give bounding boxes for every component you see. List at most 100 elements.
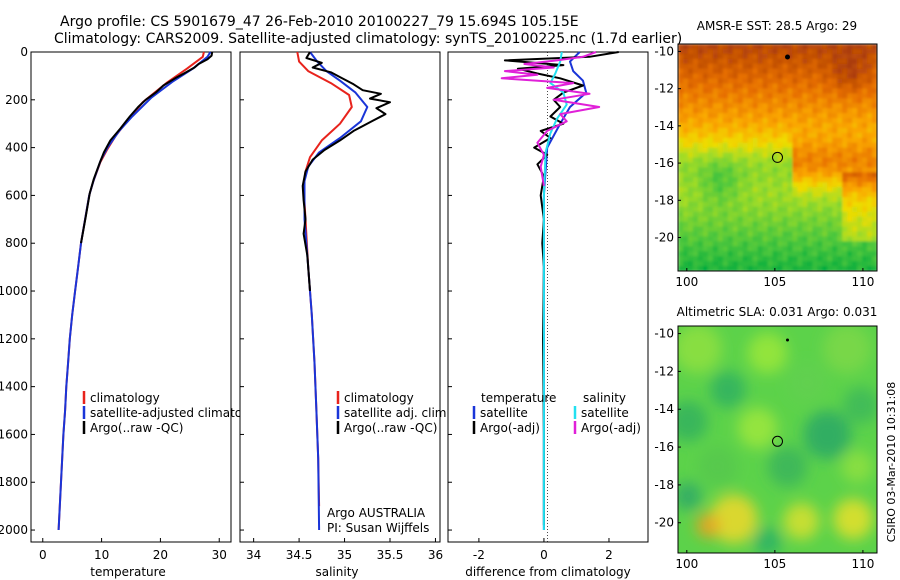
heatmap-cell: [847, 58, 853, 65]
heatmap-cell: [732, 241, 739, 247]
heatmap-cell: [817, 44, 823, 50]
heatmap-cell: [812, 83, 818, 90]
heatmap-cell: [782, 137, 789, 144]
heatmap-cell: [687, 53, 694, 60]
heatmap-cell: [847, 261, 853, 267]
heatmap-cell: [812, 162, 818, 168]
heatmap-cell: [757, 127, 764, 134]
heatmap-cell: [847, 142, 853, 149]
heatmap-cell: [678, 162, 684, 168]
heatmap-cell: [757, 187, 764, 193]
heatmap-cell: [822, 118, 828, 124]
heatmap-cell: [727, 167, 734, 173]
heatmap-cell: [752, 162, 759, 168]
heatmap-cell: [797, 221, 803, 228]
sla-anomaly-blob: [803, 410, 852, 460]
heatmap-cell: [722, 142, 729, 149]
y-tick-label: 1400: [0, 380, 28, 394]
heatmap-cell: [852, 266, 858, 271]
heatmap-cell: [777, 137, 784, 144]
heatmap-cell: [752, 201, 759, 208]
heatmap-cell: [872, 103, 877, 109]
heatmap-cell: [807, 206, 813, 213]
heatmap-cell: [772, 73, 779, 80]
heatmap-cell: [697, 256, 704, 262]
heatmap-cell: [872, 127, 877, 134]
heatmap-cell: [867, 236, 873, 242]
heatmap-cell: [777, 68, 784, 75]
heatmap-cell: [792, 78, 798, 85]
heatmap-cell: [867, 246, 873, 252]
heatmap-cell: [772, 48, 779, 55]
heatmap-cell: [692, 157, 699, 164]
heatmap-cell: [822, 108, 828, 114]
heatmap-cell: [847, 196, 853, 203]
heatmap-cell: [852, 251, 858, 257]
heatmap-cell: [872, 157, 877, 164]
heatmap-cell: [772, 231, 779, 238]
heatmap-cell: [862, 118, 868, 124]
heatmap-cell: [817, 147, 823, 154]
heatmap-cell: [712, 206, 719, 213]
heatmap-cell: [742, 246, 749, 252]
heatmap-cell: [827, 58, 833, 65]
heatmap-cell: [692, 236, 699, 242]
heatmap-cell: [847, 192, 853, 198]
heatmap-cell: [747, 157, 754, 164]
heatmap-cell: [842, 98, 848, 104]
heatmap-cell: [727, 162, 734, 168]
heatmap-cell: [717, 182, 724, 188]
heatmap-cell: [857, 167, 863, 173]
heatmap-cell: [817, 53, 823, 60]
heatmap-cell: [722, 251, 729, 257]
heatmap-cell: [787, 98, 794, 104]
heatmap-cell: [842, 137, 848, 144]
heatmap-cell: [707, 206, 714, 213]
heatmap-cell: [722, 216, 729, 223]
heatmap-cell: [772, 53, 779, 60]
heatmap-cell: [837, 132, 843, 139]
heatmap-cell: [792, 157, 798, 164]
heatmap-cell: [827, 157, 833, 164]
heatmap-cell: [797, 68, 803, 75]
heatmap-cell: [837, 127, 843, 134]
heatmap-cell: [812, 147, 818, 154]
heatmap-cell: [817, 142, 823, 149]
heatmap-cell: [732, 83, 739, 90]
heatmap-cell: [822, 48, 828, 55]
heatmap-cell: [757, 142, 764, 149]
heatmap-cell: [767, 216, 774, 223]
heatmap-cell: [792, 177, 798, 183]
heatmap-cell: [807, 211, 813, 218]
heatmap-cell: [762, 201, 769, 208]
heatmap-cell: [727, 147, 734, 154]
heatmap-cell: [822, 142, 828, 149]
heatmap-cell: [787, 236, 794, 242]
heatmap-cell: [727, 118, 734, 124]
heatmap-cell: [867, 201, 873, 208]
legend-label-sal-argo: Argo(-adj): [581, 421, 641, 435]
heatmap-cell: [707, 226, 714, 233]
heatmap-cell: [842, 182, 848, 188]
heatmap-cell: [857, 231, 863, 238]
heatmap-cell: [737, 103, 744, 109]
heatmap-cell: [822, 236, 828, 242]
heatmap-cell: [807, 68, 813, 75]
heatmap-cell: [847, 137, 853, 144]
heatmap-cell: [782, 93, 789, 99]
heatmap-cell: [802, 251, 808, 257]
heatmap-cell: [847, 68, 853, 75]
heatmap-cell: [682, 201, 689, 208]
heatmap-cell: [732, 192, 739, 198]
heatmap-cell: [802, 88, 808, 94]
heatmap-cell: [817, 113, 823, 119]
heatmap-cell: [687, 201, 694, 208]
heatmap-cell: [762, 88, 769, 94]
heatmap-cell: [812, 58, 818, 65]
heatmap-cell: [678, 211, 684, 218]
heatmap-cell: [678, 216, 684, 223]
heatmap-cell: [812, 157, 818, 164]
heatmap-cell: [757, 182, 764, 188]
heatmap-cell: [732, 167, 739, 173]
heatmap-cell: [802, 266, 808, 271]
